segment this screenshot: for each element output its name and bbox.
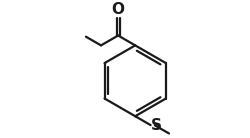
Text: S: S [151,118,162,133]
Text: O: O [112,2,124,17]
